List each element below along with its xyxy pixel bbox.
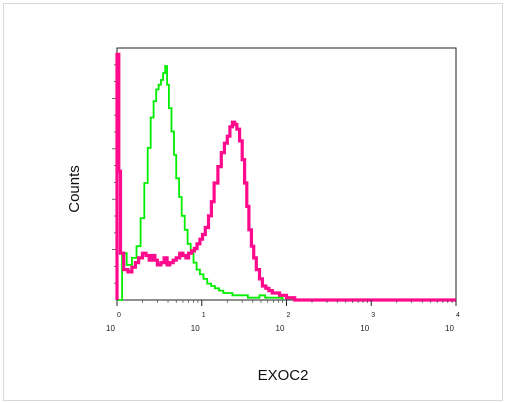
x-tick-exponent: 2	[287, 312, 291, 319]
x-tick-label: 10	[360, 324, 369, 333]
x-tick-exponent: 3	[371, 312, 375, 319]
x-tick-label: 10	[191, 324, 200, 333]
x-tick-label: 10	[445, 324, 454, 333]
y-axis-label: Counts	[66, 165, 83, 213]
x-axis-label: EXOC2	[258, 367, 309, 384]
x-tick-label: 10	[106, 324, 115, 333]
x-tick-exponent: 4	[456, 312, 460, 319]
histogram-series-magenta	[115, 52, 456, 302]
x-tick-exponent: 1	[202, 312, 206, 319]
series-layer	[115, 52, 456, 302]
chart-frame	[3, 3, 503, 401]
histogram-series-green	[117, 65, 284, 301]
x-tick-exponent: 0	[117, 312, 121, 319]
x-tick-label: 10	[276, 324, 285, 333]
